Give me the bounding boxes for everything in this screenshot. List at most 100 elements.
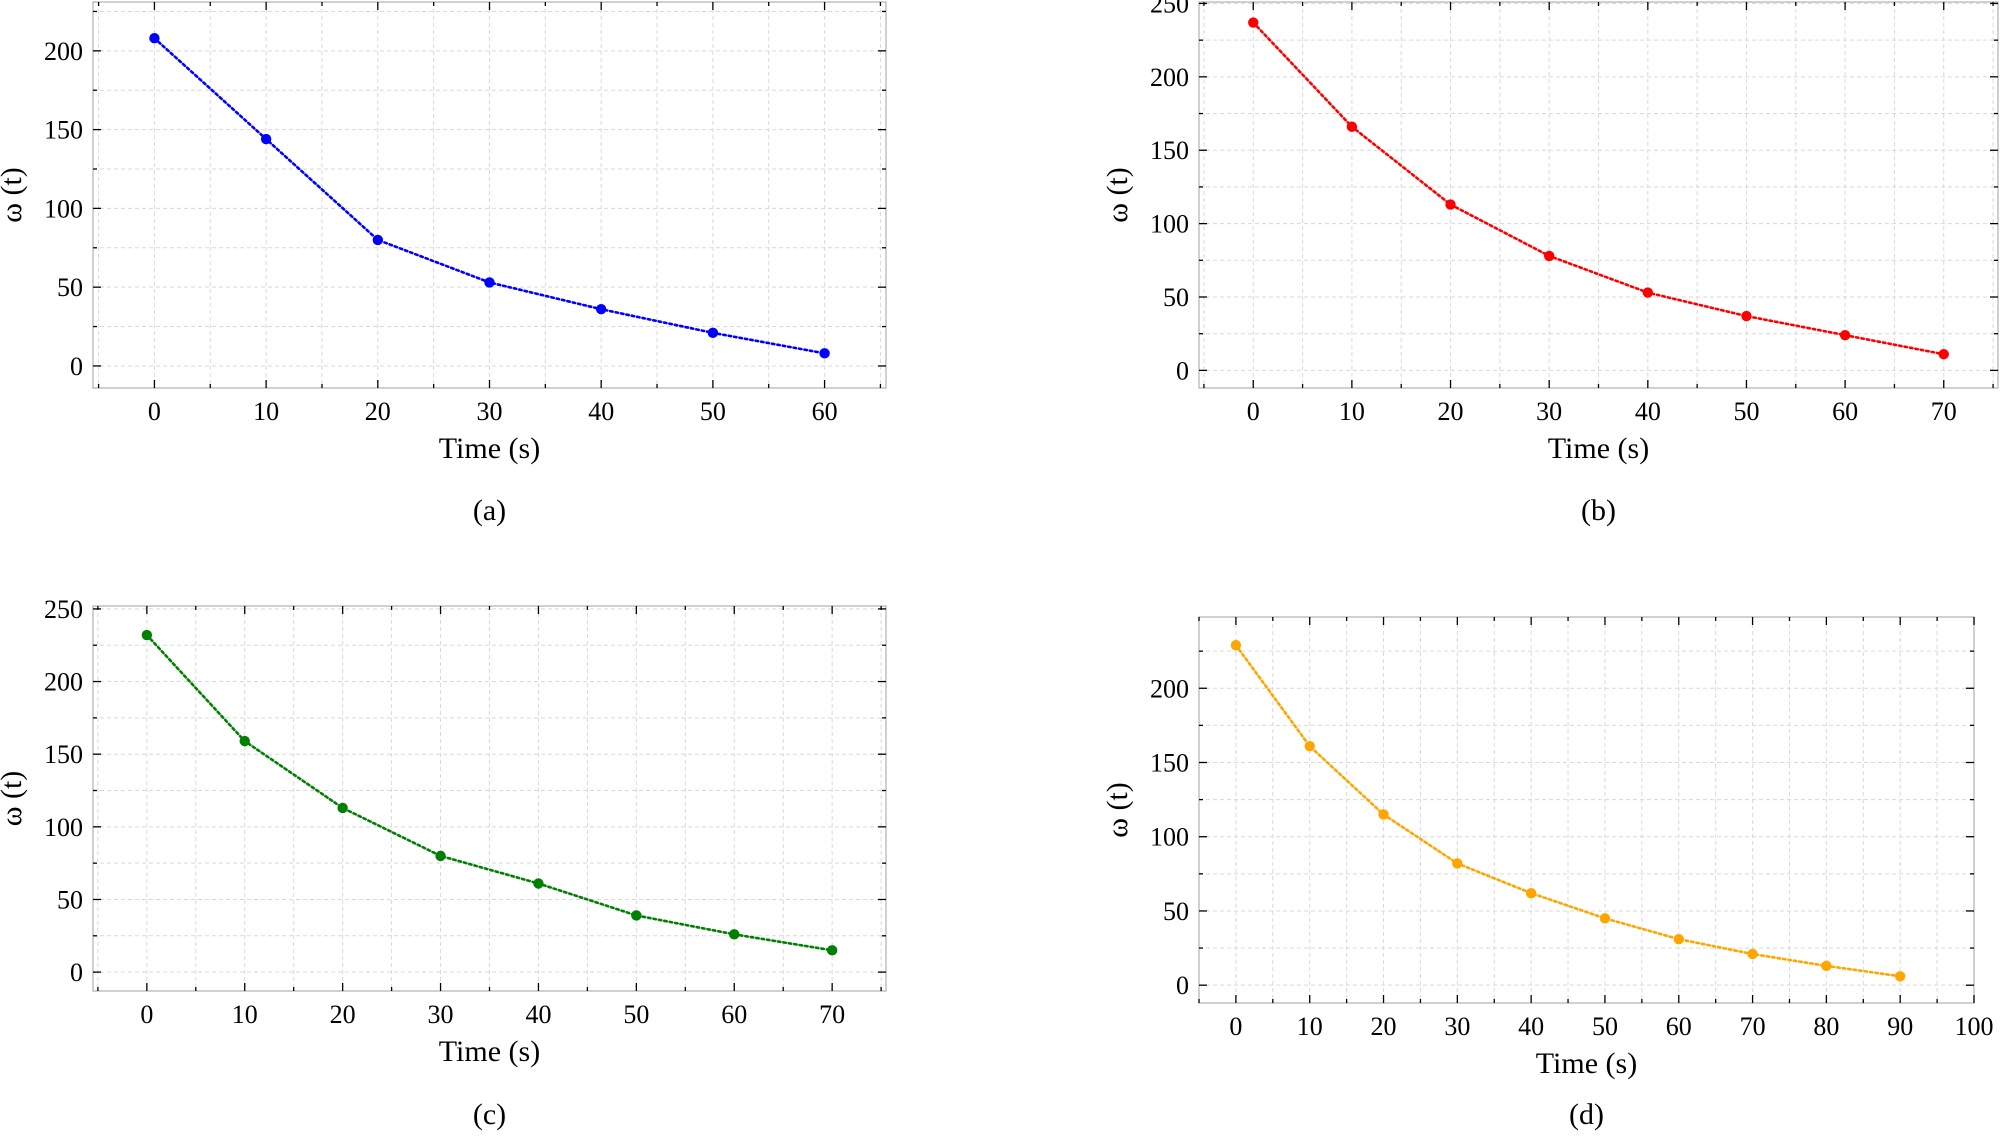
y-tick-label: 0 (1176, 356, 1189, 385)
data-point (1747, 948, 1758, 960)
x-tick-label: 70 (1931, 397, 1957, 426)
data-point (1543, 250, 1555, 262)
data-point (595, 304, 607, 315)
data-point (1938, 349, 1949, 360)
series-line (1251, 21, 1946, 356)
x-tick-label: 0 (1247, 397, 1260, 426)
series-line (1234, 643, 1902, 978)
x-tick-label: 10 (1297, 1012, 1323, 1041)
panel-c: 0 10 20 30 40 50 60 70 0 50 100 150 200 250 Time (s) ω … (0, 595, 887, 1131)
series (1248, 17, 1949, 360)
data-point (819, 348, 830, 359)
ticks (1198, 617, 1975, 1003)
x-tick-label: 0 (148, 397, 161, 426)
series (149, 33, 830, 359)
x-tick-label: 60 (721, 1000, 747, 1029)
data-point (1673, 933, 1684, 945)
grid (93, 606, 886, 991)
data-point (1525, 887, 1537, 899)
y-tick-label: 200 (1150, 674, 1189, 703)
x-tick-label: 60 (1832, 397, 1858, 426)
x-tick-label: 10 (253, 397, 279, 426)
x-tick-label: 40 (1635, 397, 1661, 426)
y-tick-label: 150 (1150, 136, 1189, 165)
axes-frame (1198, 616, 1975, 1004)
data-point (1230, 640, 1242, 651)
x-tick-label: 30 (1444, 1012, 1470, 1041)
x-tick-label: 60 (812, 397, 838, 426)
panel-caption: (d) (1569, 1098, 1604, 1131)
y-tick-label: 100 (44, 194, 83, 223)
y-tick-label: 50 (57, 273, 83, 302)
data-point (1378, 809, 1389, 820)
panel-caption: (a) (473, 494, 506, 527)
y-tick-label: 100 (1150, 823, 1189, 852)
y-tick-label: 50 (57, 885, 83, 914)
x-axis-label: Time (s) (1536, 1047, 1637, 1080)
data-point (1821, 960, 1832, 972)
x-tick-label: 70 (819, 1000, 845, 1029)
y-tick-label: 100 (1150, 210, 1189, 239)
x-tick-label: 20 (365, 397, 391, 426)
x-tick-label: 0 (1229, 1012, 1242, 1041)
data-point (1894, 971, 1906, 982)
x-axis-label: Time (s) (1548, 432, 1649, 465)
x-tick-label: 30 (477, 397, 503, 426)
y-axis-label: ω (t) (1101, 167, 1134, 223)
x-axis-label: Time (s) (439, 1035, 540, 1068)
x-tick-label: 50 (1592, 1012, 1618, 1041)
data-point (1248, 17, 1259, 28)
x-tick-label: 10 (1339, 397, 1365, 426)
data-point (1452, 858, 1463, 869)
y-tick-label: 50 (1163, 283, 1189, 312)
data-point (141, 629, 153, 641)
y-tick-label: 0 (70, 352, 83, 381)
x-tick-label: 40 (588, 397, 614, 426)
x-tick-label: 40 (525, 1000, 551, 1029)
y-tick-label: 250 (44, 595, 83, 624)
data-point (1599, 913, 1611, 924)
data-point (149, 33, 160, 44)
y-tick-label: 200 (44, 668, 83, 697)
y-tick-label: 50 (1163, 897, 1189, 926)
x-tick-label: 80 (1813, 1012, 1839, 1041)
x-tick-label: 70 (1740, 1012, 1766, 1041)
x-tick-label: 50 (1733, 397, 1759, 426)
panel-b: 0 10 20 30 40 50 60 70 0 50 100 150 200 250 Time (s) ω … (1101, 0, 1999, 527)
y-axis-label: ω (t) (0, 167, 28, 223)
y-tick-label: 200 (1150, 63, 1189, 92)
data-point (1642, 287, 1654, 298)
series (1230, 640, 1906, 982)
series (141, 629, 838, 956)
y-tick-label: 150 (1150, 748, 1189, 777)
x-tick-label: 20 (1438, 397, 1464, 426)
data-point (260, 133, 272, 145)
data-point (1839, 329, 1851, 341)
x-axis-label: Time (s) (439, 432, 540, 465)
x-tick-label: 50 (700, 397, 726, 426)
data-point (372, 234, 384, 246)
grid (93, 2, 886, 388)
series-line (145, 633, 834, 952)
data-point (484, 277, 495, 288)
y-tick-label: 150 (44, 740, 83, 769)
x-tick-label: 40 (1518, 1012, 1544, 1041)
x-tick-label: 90 (1887, 1012, 1913, 1041)
y-axis-label: ω (t) (1101, 782, 1134, 838)
y-tick-label: 100 (44, 813, 83, 842)
panel-caption: (b) (1581, 494, 1616, 527)
y-tick-label: 0 (1176, 971, 1189, 1000)
data-point (1346, 121, 1358, 132)
data-point (1445, 199, 1456, 210)
panel-a: 0 10 20 30 40 50 60 0 50 100 150 200 Time (s) ω (t) (a… (0, 1, 887, 527)
data-point (1304, 740, 1315, 752)
grid (1198, 617, 1975, 1003)
data-point (729, 929, 740, 940)
data-point (1741, 310, 1752, 322)
y-tick-label: 200 (44, 37, 83, 66)
panel-caption: (c) (473, 1098, 506, 1131)
data-point (337, 802, 348, 814)
data-point (533, 878, 544, 889)
data-point (631, 910, 642, 921)
